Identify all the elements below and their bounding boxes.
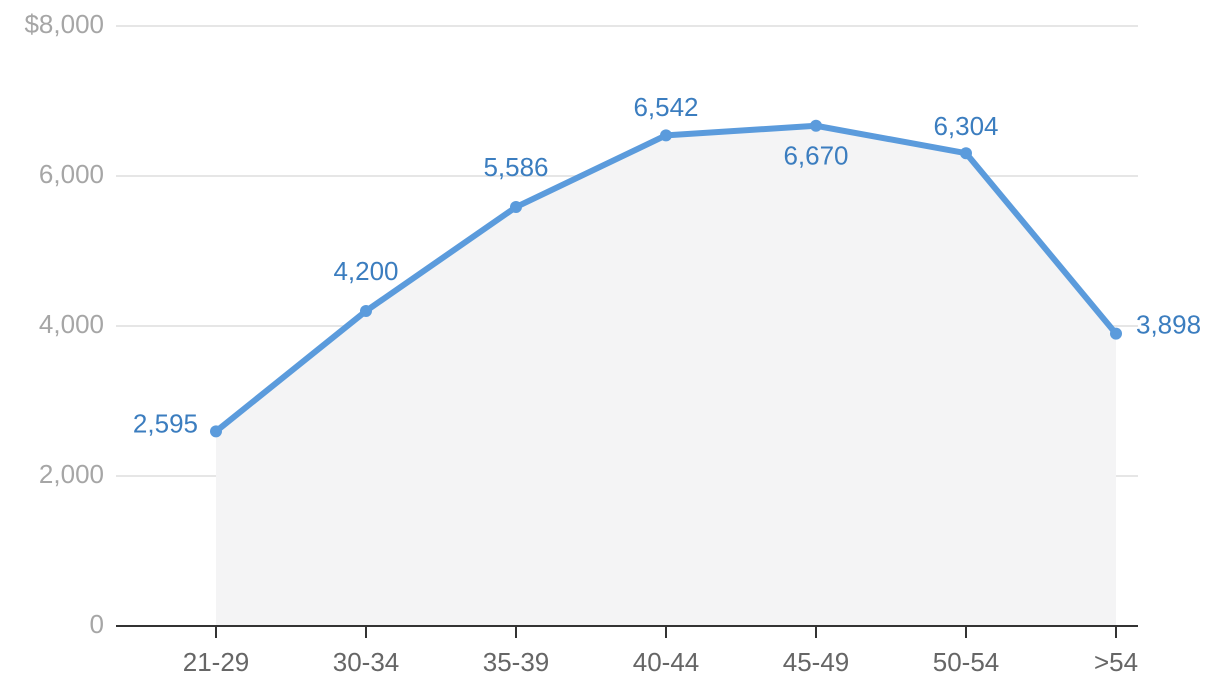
- point: [660, 129, 672, 142]
- value-label: 2,595: [133, 408, 198, 438]
- x-tick-label: 45-49: [783, 647, 850, 677]
- value-label: 3,898: [1136, 310, 1201, 340]
- value-label: 6,670: [783, 141, 848, 171]
- y-tick-label: 6,000: [39, 159, 104, 189]
- x-tick-label: 30-34: [333, 647, 400, 677]
- value-label: 6,542: [633, 92, 698, 122]
- value-label: 6,304: [933, 111, 998, 141]
- point: [360, 305, 372, 317]
- x-tick-label: 40-44: [633, 647, 700, 677]
- point: [1110, 327, 1122, 340]
- y-tick-label: 2,000: [39, 459, 104, 489]
- point: [510, 201, 522, 214]
- y-tick-label: $8,000: [24, 9, 104, 39]
- value-label: 5,586: [483, 152, 548, 182]
- y-tick-label: 0: [90, 609, 104, 639]
- area: [216, 125, 1116, 626]
- point: [810, 119, 822, 132]
- value-label: 4,200: [333, 256, 398, 286]
- x-tick-label: 21-29: [183, 647, 250, 677]
- x-tick-label: 35-39: [483, 647, 550, 677]
- point: [960, 147, 972, 160]
- x-tick-label: 50-54: [933, 647, 1000, 677]
- y-tick-label: 4,000: [39, 309, 104, 339]
- point: [210, 425, 222, 438]
- x-tick-label: >54: [1094, 647, 1138, 677]
